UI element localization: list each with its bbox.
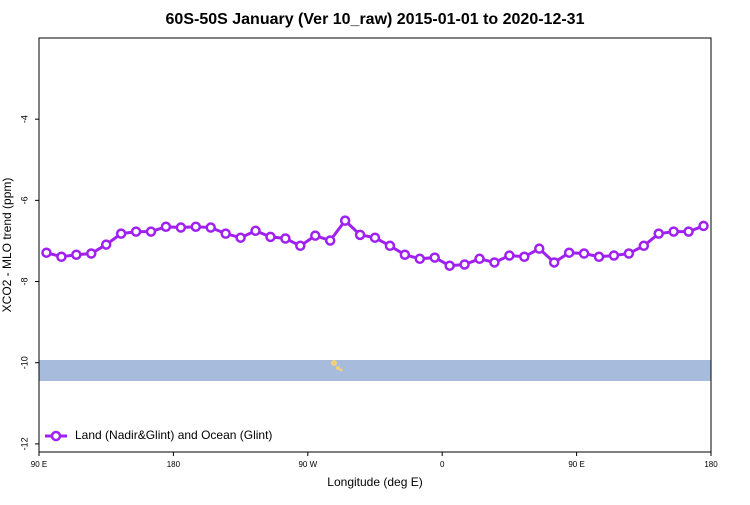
point [205,222,216,233]
point [668,226,679,237]
y-tick-label: -4 [19,115,29,123]
point [280,233,291,244]
point [130,226,142,237]
point [444,260,455,271]
point [534,243,545,254]
y-tick-label: -10 [19,356,29,369]
point [384,240,396,252]
point [160,221,172,232]
point [250,225,261,237]
point [86,248,97,259]
point [71,249,82,260]
point [220,228,231,239]
point [295,240,306,252]
x-tick-label: 90 E [31,460,47,469]
x-tick-label: 90 W [298,460,317,469]
point [190,221,202,232]
point [354,229,366,241]
point [608,250,620,261]
point [698,220,709,232]
point [41,247,52,258]
land-patch [339,368,343,372]
x-tick-label: 180 [704,460,718,469]
y-tick-label: -8 [19,278,29,286]
point [653,228,664,239]
x-tick-label: 180 [167,460,181,469]
point [638,240,650,252]
point [519,251,530,263]
land-patch [331,360,337,366]
point [474,253,485,265]
point [339,215,351,226]
point [414,253,426,265]
x-tick-label: 0 [440,460,445,469]
point [145,226,157,237]
point [459,259,470,270]
y-tick-label: -6 [19,196,29,204]
point [623,248,635,259]
y-axis-label: XCO2 - MLO trend (ppm) [0,178,14,313]
point [429,252,440,263]
point [115,228,127,239]
point [310,230,321,241]
legend-label: Land (Nadir&Glint) and Ocean (Glint) [75,428,272,442]
point [100,239,112,250]
point [548,257,560,268]
legend-marker [50,430,62,442]
x-tick-label: 90 E [568,460,584,469]
point [369,232,381,243]
y-tick-label: -12 [19,437,29,450]
point [175,222,187,233]
point [324,235,336,246]
x-axis-label: Longitude (deg E) [327,475,422,489]
point [593,251,605,263]
point [578,248,590,259]
point [265,231,276,243]
map-strip [39,360,711,381]
point [489,257,500,268]
land-patch [336,366,340,370]
chart-title: 60S-50S January (Ver 10_raw) 2015-01-01 … [166,11,585,28]
series-line [46,218,705,268]
point [683,226,694,237]
plot-frame [38,37,712,453]
point [56,251,67,263]
point [504,250,515,261]
point [235,232,246,243]
point [399,249,411,260]
point [563,247,575,258]
